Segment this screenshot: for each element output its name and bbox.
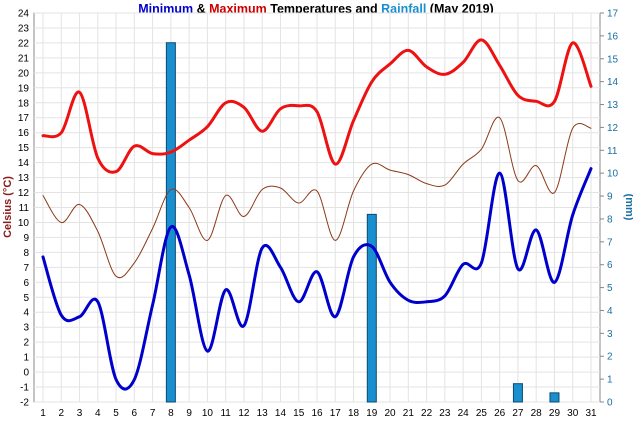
x-tick: 23 [439,408,451,419]
x-tick: 26 [494,408,506,419]
y-tick-left: 10 [18,218,30,229]
series-lines [41,38,593,391]
x-tick: 17 [330,408,342,419]
y-tick-right: 14 [607,77,619,88]
y-axis-label-left: Celsius (°C) [2,176,14,238]
y-tick-right: 9 [607,192,613,203]
y-tick-right: 8 [607,214,613,225]
y-tick-left: 16 [18,128,30,139]
y-tick-left: 12 [18,188,30,199]
y-tick-left: 4 [23,308,29,319]
y-tick-left: 24 [18,9,30,20]
y-tick-left: -2 [20,398,29,409]
x-tick: 24 [458,408,470,419]
y-axis-label-right: (mm) [623,194,633,221]
y-tick-right: 17 [607,9,619,20]
y-tick-right: 11 [607,146,618,157]
y-tick-right: 10 [607,169,619,180]
y-tick-left: 7 [23,263,29,274]
x-tick: 10 [202,408,214,419]
x-tick: 3 [77,408,83,419]
rainfall-bar [549,392,560,403]
x-tick: 7 [150,408,156,419]
y-tick-left: 17 [18,113,30,124]
x-tick: 31 [585,408,597,419]
x-tick: 28 [531,408,543,419]
y-tick-left: 15 [18,143,30,154]
max-temperature-line [41,38,593,174]
x-tick: 14 [275,408,287,419]
y-tick-left: 13 [18,173,30,184]
y-tick-left: 18 [18,98,30,109]
y-tick-right: 6 [607,260,613,271]
grid [34,12,600,403]
x-tick: 8 [168,408,174,419]
y-tick-left: 23 [18,23,30,34]
y-tick-right: 4 [607,306,613,317]
y-tick-right: 5 [607,283,613,294]
y-tick-left: 14 [18,158,30,169]
x-tick: 20 [385,408,397,419]
x-tick: 5 [113,408,119,419]
x-tick: 18 [348,408,360,419]
x-tick: 4 [95,408,101,419]
y-tick-left: 22 [18,38,30,49]
y-tick-right: 1 [607,375,613,386]
y-tick-right: 13 [607,100,619,111]
rainfall-bar [512,383,523,403]
y-tick-left: 2 [23,338,29,349]
x-tick: 19 [366,408,378,419]
y-tick-left: 1 [23,353,29,364]
y-tick-left: 3 [23,323,29,334]
x-tick: 2 [58,408,64,419]
y-tick-left: 8 [23,248,29,259]
x-tick: 9 [186,408,192,419]
x-tick: 16 [311,408,323,419]
y-tick-left: 20 [18,68,30,79]
y-tick-right: 3 [607,329,613,340]
x-tick: 30 [567,408,579,419]
x-tick: 13 [257,408,269,419]
y-tick-right: 0 [607,398,613,409]
rainfall-bar [366,213,377,403]
x-tick: 12 [238,408,250,419]
x-tick: 22 [421,408,433,419]
mean-temperature-line [42,116,592,279]
y-tick-right: 12 [607,123,619,134]
y-tick-left: 19 [18,83,30,94]
y-tick-left: 5 [23,293,29,304]
y-tick-left: 11 [19,203,30,214]
y-tick-left: 9 [23,233,29,244]
y-tick-right: 16 [607,31,619,42]
x-tick: 15 [293,408,305,419]
x-tick: 27 [512,408,524,419]
axis-ticks: -2-1012345678910111213141516171819202122… [18,9,619,420]
y-tick-right: 7 [607,237,613,248]
y-tick-right: 15 [607,54,619,65]
min-temperature-line [41,167,593,391]
x-tick: 11 [220,408,231,419]
x-tick: 25 [476,408,488,419]
y-tick-left: 0 [23,368,29,379]
x-tick: 21 [403,408,415,419]
y-tick-left: -1 [20,383,29,394]
rainfall-bars [165,42,560,403]
y-tick-right: 2 [607,352,613,363]
x-tick: 1 [40,408,46,419]
y-tick-left: 21 [18,53,30,64]
rainfall-bar [165,42,176,403]
y-tick-left: 6 [23,278,29,289]
x-tick: 29 [549,408,561,419]
x-tick: 6 [132,408,138,419]
